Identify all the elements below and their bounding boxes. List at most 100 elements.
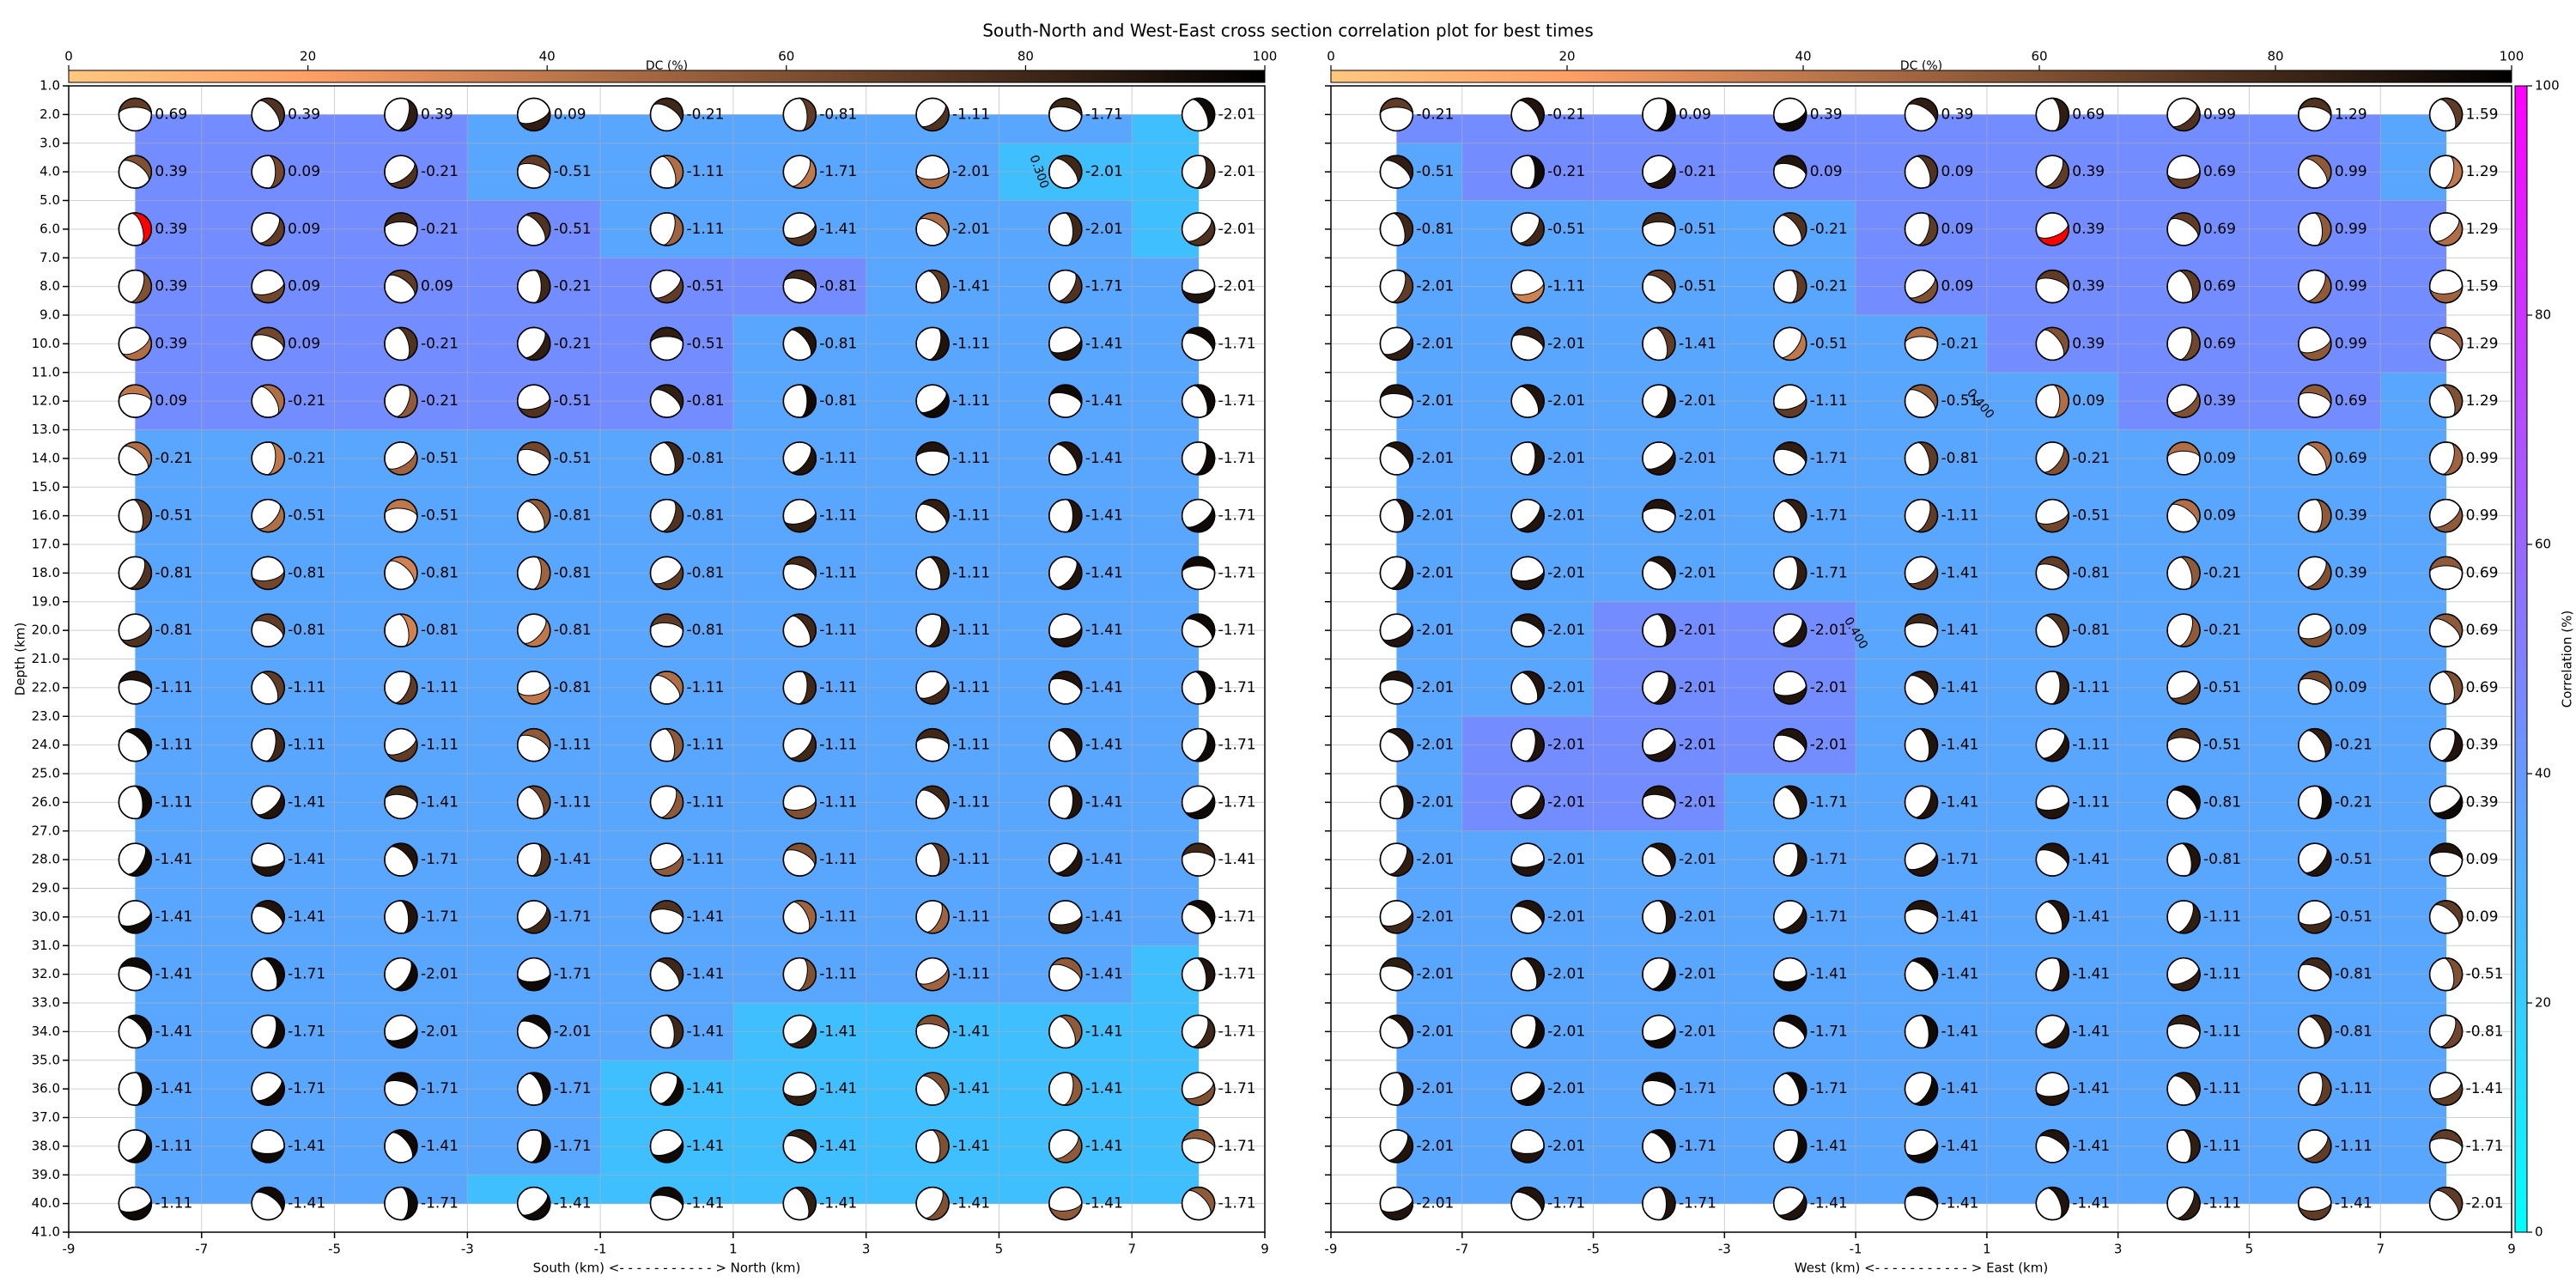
beachball-outline [915, 1072, 950, 1106]
time-shift-label: -0.51 [2335, 851, 2372, 868]
y-tick-label: 19.0 [32, 593, 60, 609]
beachball-outline [118, 842, 153, 877]
time-shift-label: -0.81 [687, 450, 725, 467]
beachball [118, 1186, 153, 1221]
time-shift-label: -1.41 [1941, 1080, 1979, 1097]
time-shift-label: -2.01 [1218, 221, 1256, 238]
beachball-outline [251, 269, 285, 304]
beachball [649, 498, 684, 533]
time-shift-label: -1.41 [288, 1195, 325, 1212]
time-shift-label: -2.01 [1547, 564, 1585, 581]
time-shift-label: -2.01 [1679, 966, 1716, 983]
beachball-outline [1048, 727, 1083, 762]
time-shift-label: -1.41 [952, 1138, 990, 1155]
time-shift-label: -1.41 [819, 1138, 857, 1155]
time-shift-label: -1.71 [1218, 1023, 1256, 1040]
beachball [1181, 384, 1216, 418]
time-shift-label: -1.11 [2203, 908, 2241, 926]
time-shift-label: -1.71 [1810, 1080, 1848, 1097]
time-shift-label: -1.41 [1085, 392, 1123, 410]
y-tick-label: 1.0 [39, 78, 60, 94]
colorbar-tick-label: 60 [2535, 537, 2551, 552]
time-shift-label: -1.41 [2072, 966, 2110, 983]
time-shift-label: -0.51 [421, 507, 459, 525]
time-shift-label: -1.71 [1218, 1138, 1256, 1155]
beachball [251, 1014, 285, 1049]
beachball [915, 1072, 950, 1106]
beachball-outline [384, 957, 418, 992]
beachball [649, 613, 684, 647]
time-shift-label: -1.71 [288, 1080, 325, 1097]
time-shift-label: -2.01 [1810, 622, 1848, 639]
time-shift-label: -2.01 [1679, 737, 1716, 754]
time-shift-label: -0.81 [288, 622, 325, 639]
colorbar-tick-label: 60 [778, 49, 794, 64]
time-shift-label: -1.41 [1085, 564, 1123, 581]
beachball-outline [118, 556, 153, 591]
beachball [915, 785, 950, 820]
x-tick-label: -3 [1718, 1242, 1731, 1257]
time-shift-label: 0.09 [2203, 450, 2236, 467]
beachball-outline [251, 441, 285, 476]
time-shift-label: -1.11 [421, 679, 459, 696]
y-tick-label: 40.0 [32, 1195, 60, 1211]
beachball [649, 842, 684, 877]
colorbar-tick-label: 100 [2500, 49, 2524, 64]
colorbar-tick-label: 80 [2267, 49, 2283, 64]
time-shift-label: 0.39 [2072, 221, 2105, 238]
time-shift-label: -0.81 [819, 392, 857, 410]
beachball-outline [1181, 212, 1216, 246]
beachball-outline [649, 155, 684, 189]
time-shift-label: -2.01 [1547, 1080, 1585, 1097]
time-shift-label: -0.81 [288, 564, 325, 581]
time-shift-label: -1.71 [1218, 793, 1256, 811]
time-shift-label: -1.41 [1085, 851, 1123, 868]
colorbar-tick-label: 60 [2031, 49, 2047, 64]
colorbar-tick-label: 40 [539, 49, 556, 64]
beachball [915, 269, 950, 304]
y-tick-label: 21.0 [32, 651, 60, 666]
time-shift-label: -1.41 [687, 1195, 725, 1212]
y-tick-label: 36.0 [32, 1081, 60, 1097]
time-shift-label: -2.01 [1218, 106, 1256, 123]
time-shift-label: 0.69 [2466, 679, 2499, 696]
beachball-outline [384, 671, 418, 705]
beachball [915, 556, 950, 591]
time-shift-label: -1.71 [1218, 966, 1256, 983]
beachball [782, 441, 817, 476]
time-shift-label: 0.09 [288, 335, 320, 352]
time-shift-label: 1.29 [2466, 163, 2499, 180]
time-shift-label: -1.41 [1085, 737, 1123, 754]
x-tick-label: 7 [2376, 1242, 2385, 1257]
time-shift-label: 0.99 [2335, 163, 2367, 180]
beachball [1181, 785, 1216, 820]
beachball [782, 613, 817, 647]
beachball [782, 727, 817, 762]
time-shift-label: 0.09 [2203, 507, 2236, 525]
beachball [782, 269, 817, 304]
time-shift-label: -0.21 [554, 278, 592, 295]
time-shift-label: -1.71 [1810, 793, 1848, 811]
beachball-outline [1048, 384, 1083, 418]
beachball-outline [649, 842, 684, 877]
time-shift-label: -1.11 [952, 507, 990, 525]
time-shift-label: -0.21 [421, 221, 459, 238]
time-shift-label: -2.01 [1416, 564, 1454, 581]
beachball-outline [782, 97, 817, 132]
time-shift-label: -2.01 [1547, 908, 1585, 926]
time-shift-label: -2.01 [1416, 335, 1454, 352]
time-shift-label: -1.71 [1218, 564, 1256, 581]
time-shift-label: -2.01 [1547, 450, 1585, 467]
beachball-outline [782, 1129, 817, 1163]
time-shift-label: -2.01 [1547, 335, 1585, 352]
time-shift-label: -0.51 [687, 278, 725, 295]
beachball [516, 1129, 551, 1163]
time-shift-label: -0.81 [2335, 1023, 2372, 1040]
time-shift-label: -0.51 [1547, 221, 1585, 238]
beachball-outline [915, 671, 950, 705]
time-shift-label: -1.71 [1218, 679, 1256, 696]
time-shift-label: -0.81 [819, 278, 857, 295]
beachball [2166, 441, 2201, 476]
beachball [1048, 1072, 1083, 1106]
time-shift-label: -1.11 [952, 851, 990, 868]
